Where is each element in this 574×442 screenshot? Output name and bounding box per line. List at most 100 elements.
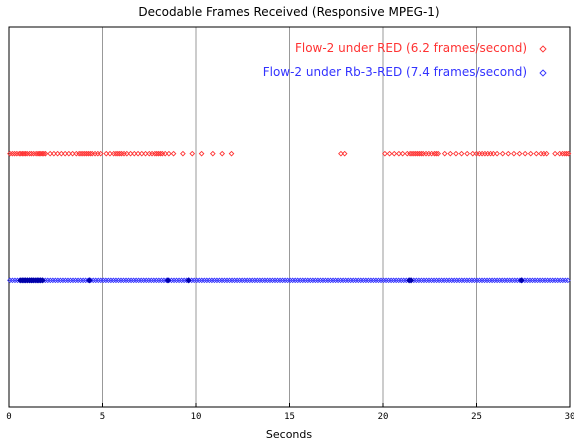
point-red — [559, 150, 566, 157]
point-red — [494, 150, 500, 157]
x-axis-label: Seconds — [266, 428, 312, 441]
point-red — [527, 150, 534, 157]
point-red — [110, 150, 117, 157]
data-marks — [7, 150, 572, 284]
chart-title: Decodable Frames Received (Responsive MP… — [138, 5, 439, 19]
point-rb3red-dense — [86, 277, 93, 284]
point-red — [464, 150, 470, 157]
point-red — [453, 150, 459, 157]
point-red — [409, 150, 415, 157]
point-red — [563, 150, 570, 157]
point-red — [431, 150, 438, 157]
legend-marker-red — [539, 45, 547, 53]
x-axis: 0 5 10 15 20 25 30 — [6, 403, 574, 422]
legend-label-red: Flow-2 under RED (6.2 frames/second) — [295, 41, 527, 55]
x-tick-label: 20 — [378, 412, 389, 422]
point-red — [219, 150, 226, 157]
point-red — [411, 150, 417, 157]
point-red — [142, 150, 149, 157]
point-red — [162, 150, 168, 157]
point-red — [399, 150, 406, 157]
point-red — [85, 150, 92, 157]
point-red — [135, 150, 141, 157]
point-red — [407, 150, 413, 157]
point-red — [153, 150, 160, 157]
legend-marker-rb3red — [539, 69, 547, 77]
point-red — [155, 150, 162, 157]
point-red — [561, 150, 568, 157]
point-red — [11, 150, 18, 157]
point-red — [114, 150, 121, 157]
point-red — [78, 150, 84, 157]
point-red — [22, 150, 29, 157]
point-red — [198, 150, 205, 157]
point-red — [51, 150, 57, 157]
legend: Flow-2 under RED (6.2 frames/second) Flo… — [263, 41, 547, 79]
point-red — [76, 150, 82, 157]
point-red — [447, 150, 454, 157]
point-rb3red-dense — [185, 277, 192, 284]
point-red — [505, 150, 512, 157]
point-red — [97, 150, 104, 157]
x-tick-label: 10 — [191, 412, 202, 422]
point-red — [123, 150, 130, 157]
point-red — [228, 150, 235, 157]
point-red — [157, 150, 164, 157]
point-red — [412, 150, 419, 157]
point-red — [414, 150, 421, 157]
point-red — [127, 150, 134, 157]
point-red — [80, 150, 86, 157]
point-rb3red-dense — [408, 277, 415, 284]
x-tick-label: 15 — [284, 412, 295, 422]
point-red — [9, 150, 16, 157]
point-red — [166, 150, 172, 157]
point-red — [66, 150, 72, 157]
point-red — [341, 150, 348, 157]
point-rb3red-dense — [164, 277, 171, 284]
point-rb3red-dense — [518, 277, 525, 284]
point-red — [565, 150, 572, 157]
point-red — [131, 150, 138, 157]
point-red — [338, 150, 344, 157]
point-red — [552, 150, 558, 157]
point-red — [511, 150, 517, 157]
point-red — [87, 150, 94, 157]
legend-label-rb3red: Flow-2 under Rb-3-RED (7.4 frames/second… — [263, 65, 527, 79]
point-red — [499, 150, 506, 157]
point-red — [418, 150, 425, 157]
point-red — [152, 150, 158, 157]
point-red — [28, 150, 35, 157]
point-red — [62, 150, 68, 157]
point-red — [435, 150, 442, 157]
point-red — [416, 150, 423, 157]
point-rb3red-dense — [39, 277, 46, 284]
point-red — [533, 150, 540, 157]
point-red — [433, 150, 440, 157]
point-red — [26, 150, 33, 157]
x-tick-label: 30 — [565, 412, 574, 422]
point-red — [189, 150, 196, 157]
point-red — [113, 150, 119, 157]
point-red — [209, 150, 216, 157]
point-red — [490, 150, 497, 157]
point-red — [382, 150, 388, 157]
point-red — [386, 150, 393, 157]
point-red — [138, 150, 145, 157]
point-red — [116, 150, 123, 157]
point-red — [441, 150, 448, 157]
point-red — [391, 150, 398, 157]
point-red — [42, 150, 49, 157]
point-red — [47, 150, 53, 157]
point-red — [54, 150, 61, 157]
point-red — [69, 150, 76, 157]
x-tick-label: 25 — [471, 412, 482, 422]
point-red — [83, 150, 90, 157]
point-red — [58, 150, 65, 157]
point-red — [103, 150, 110, 157]
point-red — [458, 150, 465, 157]
point-red — [543, 150, 550, 157]
point-rb3red — [565, 277, 571, 284]
point-red — [40, 150, 47, 157]
point-red — [516, 150, 523, 157]
